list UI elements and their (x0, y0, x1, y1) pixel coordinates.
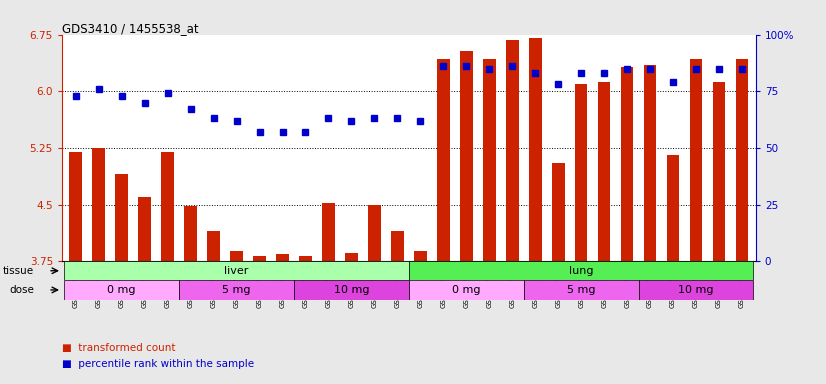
Text: 5 mg: 5 mg (222, 285, 251, 295)
Text: 10 mg: 10 mg (678, 285, 714, 295)
Bar (667, 156, 680, 261)
Bar (437, 60, 449, 261)
Bar (713, 82, 725, 261)
Bar (116, 174, 128, 261)
Bar (621, 67, 634, 261)
Bar (64, 261, 409, 280)
Bar (93, 148, 105, 261)
Text: GDS3410 / 1455538_at: GDS3410 / 1455538_at (62, 22, 198, 35)
Bar (322, 203, 335, 261)
Bar (483, 60, 496, 261)
Text: 0 mg: 0 mg (107, 285, 136, 295)
Bar (736, 60, 748, 261)
Bar (643, 65, 657, 261)
Bar (598, 82, 610, 261)
Bar (179, 280, 294, 300)
Text: ■  percentile rank within the sample: ■ percentile rank within the sample (62, 359, 254, 369)
Bar (161, 152, 174, 261)
Bar (552, 163, 564, 261)
Bar (64, 280, 179, 300)
Text: 5 mg: 5 mg (567, 285, 596, 295)
Bar (460, 51, 472, 261)
Bar (409, 261, 753, 280)
Bar (69, 152, 82, 261)
Bar (638, 280, 753, 300)
Bar (368, 205, 381, 261)
Bar (690, 60, 702, 261)
Bar (414, 252, 427, 261)
Bar (294, 280, 409, 300)
Bar (391, 231, 404, 261)
Bar (254, 256, 266, 261)
Text: lung: lung (569, 266, 593, 276)
Bar (524, 280, 638, 300)
Text: ■  transformed count: ■ transformed count (62, 343, 175, 353)
Bar (529, 38, 542, 261)
Bar (230, 252, 243, 261)
Text: tissue: tissue (3, 266, 34, 276)
Bar (138, 197, 151, 261)
Bar (299, 256, 311, 261)
Bar (345, 253, 358, 261)
Bar (409, 280, 524, 300)
Bar (184, 206, 197, 261)
Bar (276, 254, 289, 261)
Text: dose: dose (9, 285, 34, 295)
Text: 0 mg: 0 mg (452, 285, 481, 295)
Bar (506, 40, 519, 261)
Text: liver: liver (225, 266, 249, 276)
Text: 10 mg: 10 mg (334, 285, 369, 295)
Bar (207, 231, 220, 261)
Bar (575, 84, 587, 261)
